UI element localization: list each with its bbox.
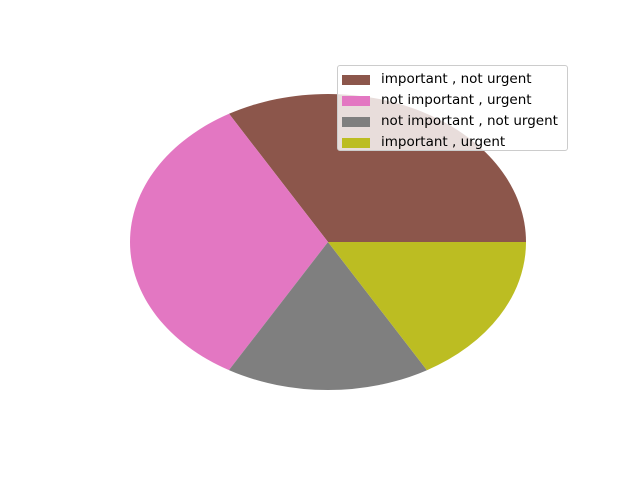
pie-slice-2: [130, 113, 328, 371]
pie-slice-3: [228, 242, 427, 390]
legend-swatch-3: [342, 116, 370, 127]
pie-slice-4: [328, 242, 526, 371]
legend-swatch-4: [342, 137, 370, 148]
chart-legend: important , not urgent not important , ur…: [337, 65, 568, 151]
legend-label-3: not important , not urgent: [381, 112, 558, 129]
legend-item-2: not important , urgent: [342, 90, 567, 111]
legend-label-1: important , not urgent: [381, 70, 532, 87]
legend-swatch-2: [342, 95, 370, 106]
legend-label-2: not important , urgent: [381, 91, 532, 108]
legend-swatch-1: [342, 74, 370, 85]
legend-label-4: important , urgent: [381, 133, 506, 150]
legend-item-1: important , not urgent: [342, 69, 567, 90]
legend-item-4: important , urgent: [342, 132, 567, 153]
legend-item-3: not important , not urgent: [342, 111, 567, 132]
